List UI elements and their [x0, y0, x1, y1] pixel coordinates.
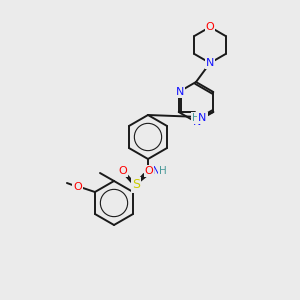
Text: H: H: [159, 166, 167, 176]
Text: N: N: [206, 58, 214, 68]
Text: N: N: [176, 87, 184, 97]
Text: O: O: [74, 182, 82, 192]
Text: O: O: [145, 166, 153, 176]
Text: S: S: [132, 178, 140, 191]
Text: N: N: [198, 113, 206, 123]
Text: H: H: [192, 113, 200, 123]
Text: O: O: [206, 22, 214, 32]
Text: N: N: [152, 166, 160, 176]
Text: N: N: [193, 117, 201, 127]
Text: O: O: [118, 166, 127, 176]
